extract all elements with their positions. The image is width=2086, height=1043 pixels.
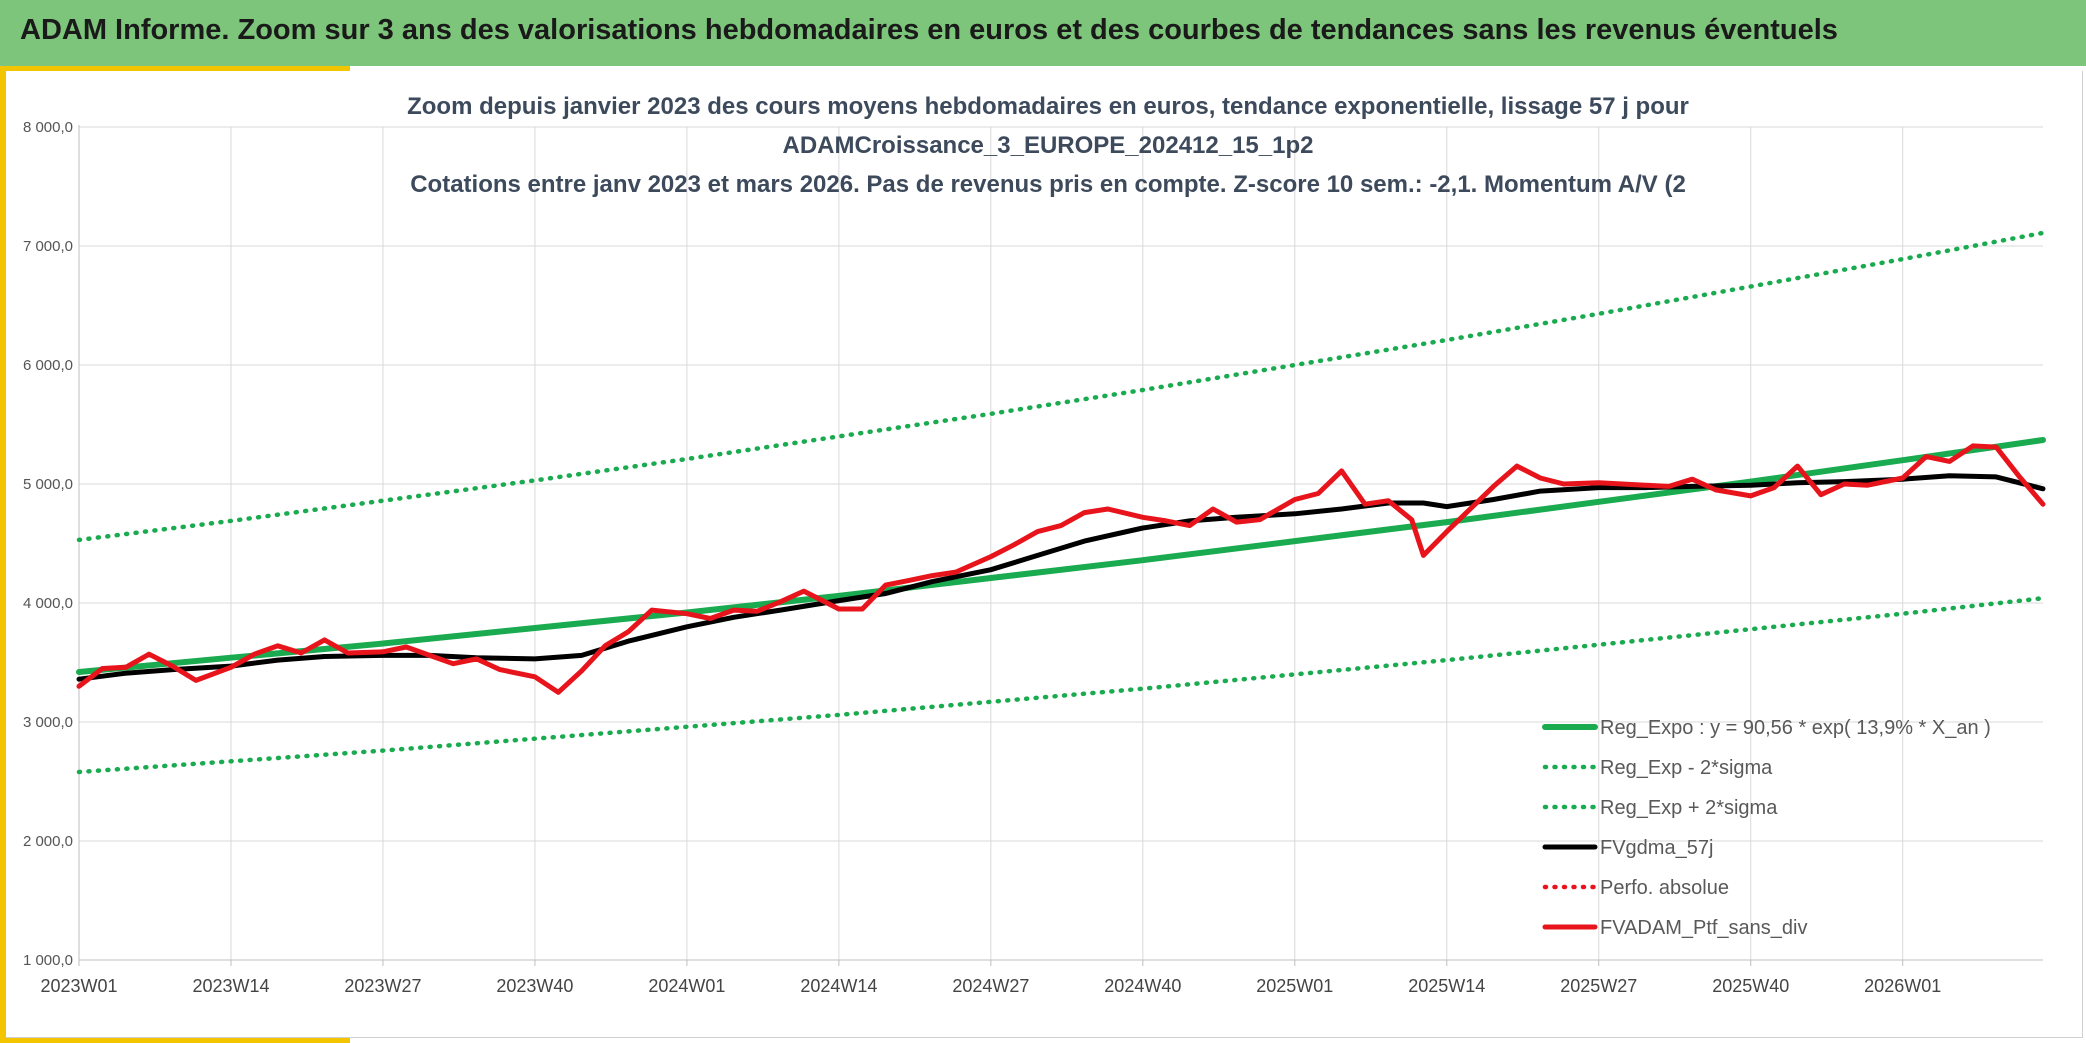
x-tick-label: 2025W01 xyxy=(1256,976,1333,996)
grid xyxy=(78,125,2043,966)
x-tick-label: 2026W01 xyxy=(1864,976,1941,996)
x-tick-label: 2023W01 xyxy=(40,976,117,996)
x-tick-label: 2024W40 xyxy=(1104,976,1181,996)
legend-label: Reg_Exp + 2*sigma xyxy=(1600,797,1778,819)
accent-stripe-top xyxy=(0,66,350,71)
y-tick-label: 5 000,0 xyxy=(23,476,73,493)
legend-label: Perfo. absolue xyxy=(1600,877,1729,899)
series-reg-exp-minus-2sigma xyxy=(76,595,2046,775)
x-tick-label: 2023W27 xyxy=(344,976,421,996)
y-tick-label: 8 000,0 xyxy=(23,119,73,136)
chart-frame xyxy=(6,71,2083,1038)
accent-stripe-left xyxy=(0,66,6,1043)
x-axis-ticks: 2023W01 2023W14 2023W27 2023W40 2024W01 2024W… xyxy=(40,976,1941,996)
legend-label: FVADAM_Ptf_sans_div xyxy=(1600,917,1808,939)
y-tick-label: 7 000,0 xyxy=(23,238,73,255)
y-tick-label: 2 000,0 xyxy=(23,833,73,850)
x-tick-label: 2023W14 xyxy=(192,976,269,996)
page-title: ADAM Informe. Zoom sur 3 ans des valoris… xyxy=(20,14,1838,46)
y-tick-label: 3 000,0 xyxy=(23,714,73,731)
y-tick-label: 6 000,0 xyxy=(23,357,73,374)
chart-title-line-2: ADAMCroissance_3_EUROPE_202412_15_1p2 xyxy=(783,132,1314,159)
chart-title-line-1: Zoom depuis janvier 2023 des cours moyen… xyxy=(407,93,1689,120)
series-reg-exp-plus-2sigma xyxy=(76,230,2046,543)
series-reg-expo xyxy=(76,437,2046,675)
series-fvadam-ptf-sans-div xyxy=(76,443,2046,695)
x-tick-label: 2024W14 xyxy=(800,976,877,996)
series-lines xyxy=(76,230,2046,775)
legend-label: Reg_Exp - 2*sigma xyxy=(1600,757,1773,779)
x-tick-label: 2024W01 xyxy=(648,976,725,996)
x-tick-label: 2025W40 xyxy=(1712,976,1789,996)
legend: Reg_Expo : y = 90,56 * exp( 13,9% * X_an… xyxy=(1542,717,1991,939)
chart-title: Zoom depuis janvier 2023 des cours moyen… xyxy=(407,93,1689,198)
header-bar: ADAM Informe. Zoom sur 3 ans des valoris… xyxy=(0,0,2086,66)
x-tick-label: 2025W14 xyxy=(1408,976,1485,996)
series-fvgdma-57j xyxy=(76,473,2046,682)
x-tick-label: 2025W27 xyxy=(1560,976,1637,996)
chart-title-line-3: Cotations entre janv 2023 et mars 2026. … xyxy=(410,171,1686,198)
y-tick-label: 4 000,0 xyxy=(23,595,73,612)
x-tick-label: 2024W27 xyxy=(952,976,1029,996)
legend-label: FVgdma_57j xyxy=(1600,837,1713,859)
accent-stripe-bottom xyxy=(0,1037,350,1043)
legend-label: Reg_Expo : y = 90,56 * exp( 13,9% * X_an… xyxy=(1600,717,1991,739)
y-tick-label: 1 000,0 xyxy=(23,952,73,969)
y-axis-ticks: 1 000,0 2 000,0 3 000,0 4 000,0 5 000,0 6 000… xyxy=(23,119,73,969)
x-tick-label: 2023W40 xyxy=(496,976,573,996)
